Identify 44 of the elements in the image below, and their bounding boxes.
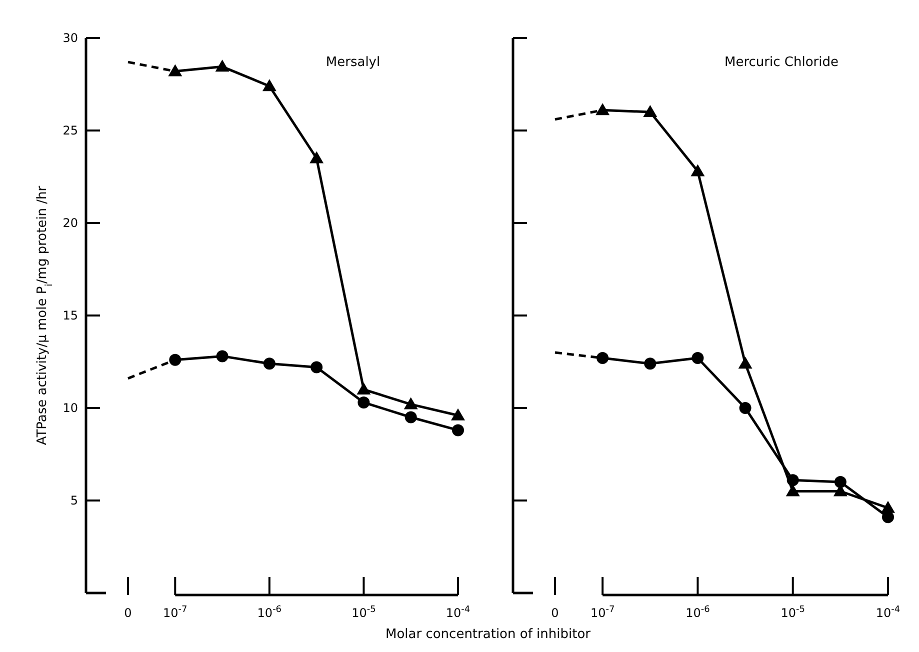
point [738,356,752,369]
y-tick-label: 25 [62,124,78,138]
point [786,474,799,486]
y-tick-label: 20 [62,216,78,230]
point [452,424,464,436]
x-tick-label: 10$^{-6}$ [686,605,710,620]
y-tick-label: 30 [62,31,78,46]
point [786,484,800,496]
y-tick-label: 15 [62,308,78,323]
x-axis-title: Molar concentration of inhibitor [385,627,592,642]
point [215,60,230,72]
point [643,105,658,117]
point [358,396,370,408]
text: Mercuric Chloride [724,55,838,70]
y-tick-label: 5 [70,494,78,508]
x-tick-label: 10$^{-4}$ [446,605,470,620]
point [739,402,752,414]
point [168,64,182,76]
text: Mersalyl [326,55,380,70]
point [404,397,418,410]
x-tick-label: 10$^{-5}$ [780,605,805,620]
x-tick-label: 10$^{-7}$ [590,605,615,620]
point [310,361,323,374]
x-tick-label: 10$^{-7}$ [163,605,188,620]
y-tick-label: 10 [62,401,78,416]
x-tick-label: 10$^{-5}$ [352,605,376,620]
point [882,511,894,524]
point [404,411,417,424]
x-tick-label: 10$^{-6}$ [257,605,282,620]
x-tick-label: 0 [124,606,132,620]
point [169,354,182,366]
point [596,352,609,364]
point [263,358,276,370]
point [692,352,704,364]
x-tick-label: 10$^{-4}$ [876,605,900,620]
point [690,164,705,176]
x-tick-label: 0 [551,606,559,620]
point [356,382,371,394]
point [451,408,465,420]
point [262,79,276,92]
point [644,358,656,370]
point [834,476,846,488]
point [216,350,228,362]
point [310,151,324,164]
